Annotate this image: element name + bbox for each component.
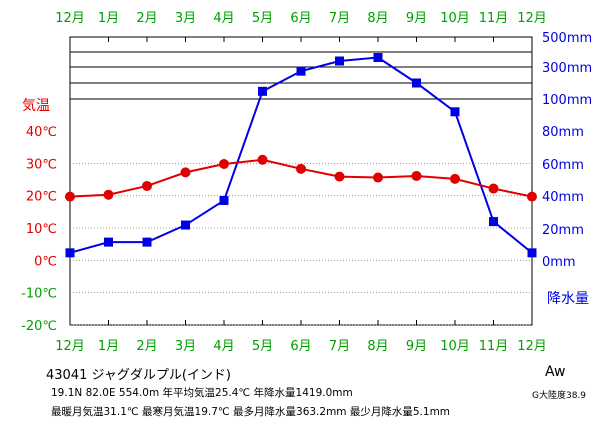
month-label-bottom: 12月 — [55, 339, 85, 354]
precip-point — [219, 195, 229, 205]
month-label-bottom: 5月 — [252, 339, 273, 354]
temp-point — [180, 167, 191, 178]
month-label-bottom: 1月 — [98, 339, 119, 354]
month-label-top: 4月 — [213, 11, 234, 26]
temp-point — [450, 173, 460, 184]
temp-tick-label: 40℃ — [26, 125, 57, 140]
temp-tick-label: 0℃ — [34, 254, 57, 269]
temp-tick-label: 10℃ — [26, 222, 57, 237]
month-label-bottom: 11月 — [479, 339, 509, 354]
month-label-bottom: 12月 — [517, 339, 547, 354]
precip-point — [142, 237, 152, 247]
precip-point — [65, 248, 75, 258]
month-label-bottom: 10月 — [440, 339, 470, 354]
month-label-top: 2月 — [136, 11, 157, 26]
precip-point — [104, 237, 113, 247]
temp-tick-label: -20℃ — [21, 319, 57, 334]
precip-point — [335, 56, 344, 66]
temp-point — [65, 191, 75, 202]
precip-point — [527, 248, 537, 258]
precip-tick-label: 300mm — [542, 61, 592, 76]
station-summary: 19.1N 82.0E 554.0m 年平均気温25.4℃ 年降水量1419.0… — [51, 387, 353, 399]
month-label-bottom: 7月 — [329, 339, 350, 354]
station-extremes: 最暖月気温31.1℃ 最寒月気温19.7℃ 最多月降水量363.2mm 最少月降… — [51, 406, 451, 418]
month-label-top: 9月 — [406, 11, 427, 26]
precip-point — [412, 78, 421, 88]
month-label-top: 10月 — [440, 11, 470, 26]
temp-point — [488, 183, 499, 194]
month-label-bottom: 8月 — [367, 339, 388, 354]
precip-point — [373, 53, 383, 63]
temp-point — [219, 158, 229, 169]
precip-tick-label: 40mm — [542, 190, 584, 205]
precip-tick-label: 20mm — [542, 223, 584, 238]
month-label-top: 1月 — [98, 11, 119, 26]
month-label-top: 8月 — [367, 11, 388, 26]
temp-point — [334, 171, 345, 182]
month-label-top: 12月 — [55, 11, 85, 26]
climate-class: Aw — [545, 364, 566, 380]
month-label-top: 7月 — [329, 11, 350, 26]
precip-point — [489, 217, 498, 227]
precip-point — [181, 220, 190, 230]
temp-point — [296, 163, 306, 174]
temp-tick-label: 20℃ — [26, 190, 57, 205]
month-label-bottom: 9月 — [406, 339, 427, 354]
month-label-top: 5月 — [252, 11, 273, 26]
precip-point — [258, 86, 267, 96]
month-label-top: 3月 — [175, 11, 196, 26]
temp-point — [373, 172, 383, 183]
continentality-index: G大陸度38.9 — [532, 391, 587, 401]
precip-tick-label: 100mm — [542, 93, 592, 108]
precip-point — [450, 107, 460, 117]
month-label-bottom: 2月 — [136, 339, 157, 354]
temp-point — [411, 170, 422, 181]
temp-point — [527, 191, 537, 202]
month-label-top: 6月 — [290, 11, 311, 26]
station-name: 43041 ジャグダルプル(インド) — [46, 368, 231, 383]
precip-series-line — [69, 56, 533, 254]
temp-tick-label: 30℃ — [26, 157, 57, 172]
temp-axis-title: 気温 — [22, 98, 50, 114]
temp-point — [142, 180, 152, 191]
month-label-top: 11月 — [479, 11, 509, 26]
precip-tick-label: 500mm — [542, 31, 592, 46]
temp-point — [257, 154, 268, 165]
month-label-bottom: 3月 — [175, 339, 196, 354]
precip-tick-label: 80mm — [542, 125, 584, 140]
precip-axis-title: 降水量 — [547, 291, 589, 307]
precip-tick-label: 60mm — [542, 158, 584, 173]
month-label-bottom: 4月 — [213, 339, 234, 354]
temp-point — [103, 189, 114, 200]
month-label-bottom: 6月 — [290, 339, 311, 354]
precip-point — [296, 66, 306, 76]
precip-tick-label: 0mm — [542, 255, 576, 270]
month-label-top: 12月 — [517, 11, 547, 26]
temp-tick-label: -10℃ — [21, 287, 57, 302]
